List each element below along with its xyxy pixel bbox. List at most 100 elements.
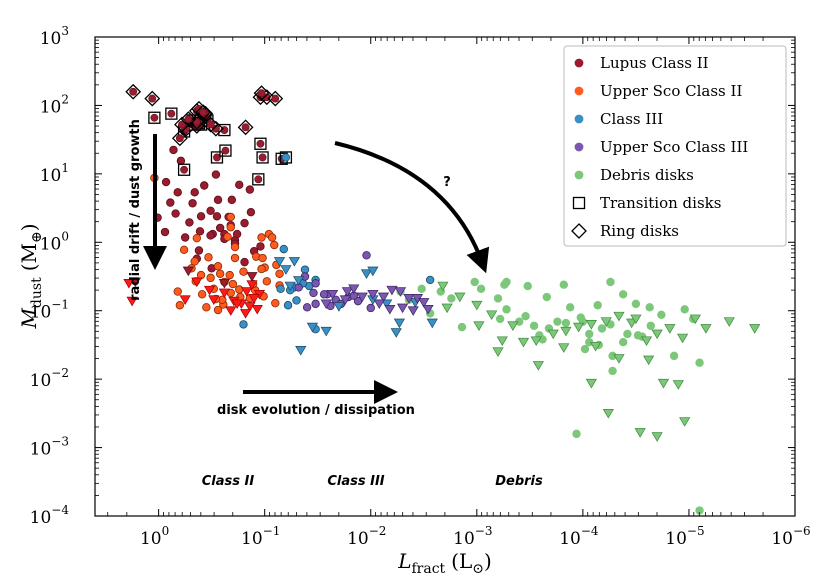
y-tick-label: 10−2: [30, 366, 69, 391]
data-point: [311, 299, 320, 309]
data-point: [585, 378, 597, 389]
data-point-frame: [252, 173, 265, 186]
data-point: [226, 212, 235, 222]
data-point: [454, 292, 466, 303]
data-point: [178, 120, 186, 129]
data-point: [280, 265, 292, 275]
data-point: [180, 233, 190, 242]
data-point: [394, 287, 407, 297]
data-point: [271, 94, 280, 103]
data-point: [167, 109, 176, 118]
data-point: [320, 299, 332, 310]
data-point: [422, 304, 434, 315]
y-tick-exponent: 1: [61, 161, 69, 175]
y-tick-label: 10−3: [30, 435, 69, 460]
data-point: [241, 123, 250, 132]
data-point: [749, 324, 761, 334]
data-point: [160, 227, 170, 237]
legend-label: Ring disks: [600, 222, 679, 240]
series-upper-sco-class-iii: [294, 251, 375, 313]
data-point: [651, 329, 663, 340]
data-point: [407, 306, 419, 316]
data-point: [179, 295, 191, 305]
data-point: [246, 272, 258, 282]
sun-symbol: ⊙: [472, 561, 484, 577]
data-point: [281, 153, 291, 162]
data-point: [251, 304, 263, 315]
data-point: [240, 218, 249, 228]
data-point: [572, 429, 581, 439]
data-point: [257, 233, 266, 242]
data-point: [257, 89, 266, 98]
legend-marker-square: [572, 196, 586, 210]
data-point: [373, 299, 385, 310]
question-mark: ?: [443, 175, 451, 190]
x-tick-exponent: −4: [581, 524, 599, 538]
data-point: [123, 278, 135, 289]
data-point: [492, 347, 504, 357]
data-point: [631, 299, 641, 309]
data-point: [613, 354, 625, 364]
data-point: [213, 262, 223, 271]
data-point: [218, 288, 231, 299]
data-point: [646, 321, 655, 330]
data-point: [381, 299, 393, 310]
data-point: [386, 285, 398, 296]
x-tick-label: 10−4: [559, 524, 599, 549]
data-point: [279, 244, 288, 254]
data-point: [293, 276, 305, 286]
data-point-frame: [180, 111, 197, 128]
data-point: [547, 329, 559, 340]
data-point: [679, 417, 691, 427]
data-point: [245, 185, 255, 194]
data-point: [270, 240, 279, 250]
data-point: [226, 223, 235, 232]
data-point: [213, 305, 223, 315]
data-point: [258, 153, 267, 162]
data-point: [496, 336, 508, 347]
class-iii-label: Class III: [327, 474, 384, 489]
data-point: [634, 428, 646, 438]
data-point: [190, 188, 199, 197]
data-point: [196, 212, 206, 221]
data-point: [384, 304, 396, 315]
data-point: [223, 232, 232, 242]
data-point: [523, 281, 532, 291]
data-point: [700, 324, 712, 334]
legend-label: Lupus Class II: [600, 54, 709, 72]
data-point: [417, 284, 426, 294]
data-point: [182, 266, 194, 277]
data-point: [150, 113, 159, 122]
data-point-frame: [144, 90, 161, 107]
data-point: [613, 311, 625, 322]
data-point: [559, 280, 568, 289]
data-point: [206, 120, 215, 129]
data-point: [593, 301, 602, 310]
data-point: [215, 269, 225, 278]
data-point: [457, 322, 467, 332]
x-tick-exponent: −5: [687, 524, 705, 538]
data-point: [256, 242, 265, 251]
data-point: [173, 287, 182, 296]
data-point: [356, 292, 368, 303]
data-point: [403, 294, 415, 304]
x-axis-label: Lfract (L⊙): [397, 549, 492, 577]
data-point: [256, 139, 265, 148]
data-point: [218, 278, 231, 289]
series-upper-sco-class-ii: [150, 173, 284, 315]
data-point: [576, 313, 585, 322]
data-point: [560, 326, 572, 337]
y-axis-label-sub: dust: [29, 277, 45, 308]
x-tick-exponent: −1: [263, 524, 281, 538]
legend-label: Transition disks: [600, 194, 721, 212]
data-point-frame: [210, 151, 224, 164]
data-point: [589, 341, 602, 352]
data-point: [227, 195, 237, 205]
data-point: [126, 296, 138, 307]
data-point: [493, 294, 503, 303]
data-point: [507, 321, 519, 331]
data-point-frame: [148, 111, 161, 124]
data-point: [148, 94, 157, 103]
y-tick-exponent: 3: [61, 24, 69, 38]
